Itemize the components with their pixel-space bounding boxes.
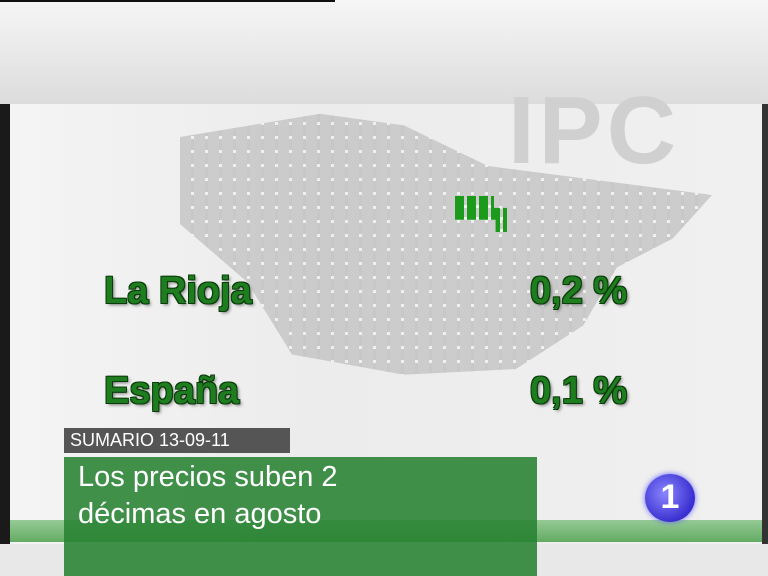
logo-text: 1 — [660, 478, 680, 516]
region-name: España — [104, 370, 240, 412]
region-name: La Rioja — [104, 270, 252, 312]
headline-box: Los precios suben 2 décimas en agosto — [64, 457, 537, 576]
headline-line: Los precios suben 2 — [78, 461, 338, 493]
label-box: SUMARIO 13-09-11 — [64, 428, 290, 453]
section-label: SUMARIO 13-09-11 — [70, 430, 230, 450]
left-strip — [0, 104, 10, 544]
right-strip — [762, 104, 768, 544]
watermark: IPC — [508, 77, 681, 184]
headline-line: décimas en agosto — [78, 498, 322, 530]
top-line — [0, 0, 335, 2]
channel-logo: 1 — [645, 474, 695, 522]
top-band — [0, 0, 768, 104]
region-value: 0,2 % — [530, 270, 628, 312]
region-value: 0,1 % — [530, 370, 628, 412]
